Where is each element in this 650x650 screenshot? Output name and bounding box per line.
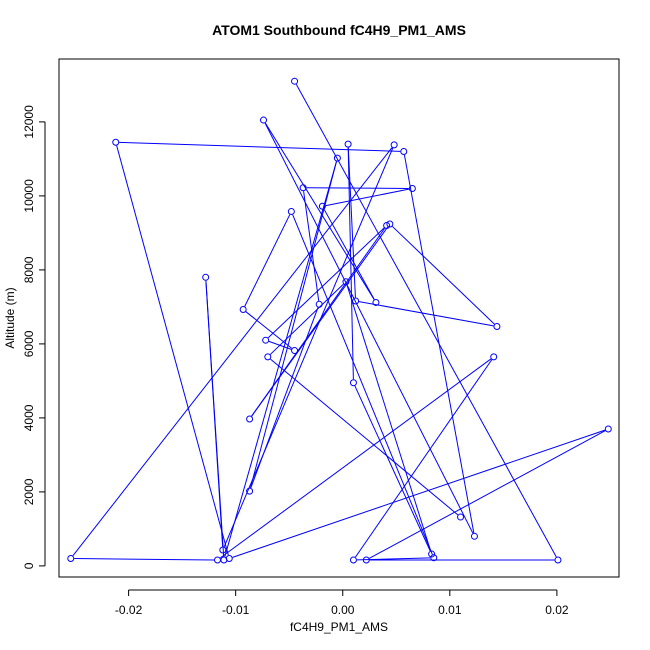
data-point	[408, 185, 416, 192]
data-point	[246, 487, 254, 495]
data-point	[554, 556, 562, 564]
data-point	[67, 555, 75, 562]
series-segment	[251, 226, 389, 417]
data-point	[112, 138, 120, 146]
series-segment	[267, 227, 385, 339]
data-point	[349, 556, 357, 564]
series-segment	[245, 311, 293, 349]
data-point	[299, 184, 307, 192]
data-point	[262, 336, 270, 344]
series-segment	[392, 226, 495, 325]
series-segment	[205, 280, 224, 547]
y-tick-label: 0	[22, 562, 36, 569]
data-point	[490, 353, 498, 361]
y-tick-label: 2000	[22, 478, 36, 505]
series-segment	[355, 359, 493, 558]
data-point	[604, 425, 612, 433]
data-point	[342, 278, 350, 286]
series-segment	[347, 147, 354, 380]
data-point	[287, 207, 295, 215]
series-segment	[244, 214, 291, 307]
data-point	[333, 154, 341, 162]
series-layer	[67, 77, 612, 564]
series-segment	[219, 358, 492, 559]
series-segment	[269, 283, 344, 355]
data-point	[202, 273, 210, 281]
y-axis-label: Altitude (m)	[3, 287, 17, 348]
series-segment	[347, 147, 356, 298]
data-point	[390, 141, 398, 149]
chart-title: ATOM1 Southbound fC4H9_PM1_AMS	[212, 22, 466, 38]
series-segment	[358, 301, 494, 327]
data-point	[219, 546, 227, 554]
data-point	[493, 323, 501, 331]
data-point	[362, 556, 370, 564]
series-segment	[264, 122, 474, 534]
data-point	[291, 347, 299, 355]
x-axis-label: fC4H9_PM1_AMS	[290, 620, 388, 634]
plot-box	[58, 58, 620, 578]
x-axis: -0.02 -0.01 0.00 0.01 0.02	[115, 589, 569, 617]
series-segment	[354, 385, 431, 552]
series-segment	[250, 161, 337, 488]
data-point	[291, 77, 299, 85]
data-point	[372, 298, 380, 306]
series-segment	[306, 187, 409, 189]
series-segment	[369, 430, 606, 559]
x-tick-label: -0.01	[222, 603, 250, 617]
x-tick-label: 0.00	[331, 603, 355, 617]
data-point	[260, 116, 268, 124]
series-segment	[74, 558, 214, 561]
series-segment	[295, 84, 557, 558]
series-segment	[72, 147, 393, 557]
data-point	[315, 300, 323, 308]
series-segment	[303, 191, 320, 301]
data-point	[457, 513, 465, 521]
y-tick-label: 8000	[22, 256, 36, 283]
x-tick-label: -0.02	[115, 603, 143, 617]
data-point	[264, 353, 272, 361]
data-point	[318, 202, 326, 210]
series-segment	[325, 188, 410, 207]
data-point	[386, 220, 394, 228]
y-tick-label: 10000	[22, 179, 36, 213]
data-point	[246, 415, 254, 423]
y-tick-label: 12000	[22, 105, 36, 139]
data-point	[400, 148, 408, 155]
series-segment	[346, 284, 432, 551]
series-segment	[223, 147, 394, 547]
series-segment	[224, 161, 337, 557]
y-tick-label: 4000	[22, 404, 36, 431]
data-point	[428, 550, 436, 558]
y-axis: 0 2000 4000 6000 8000 10000 12000	[22, 105, 46, 569]
data-point	[349, 379, 357, 387]
x-tick-label: 0.02	[545, 603, 569, 617]
data-point	[430, 554, 438, 562]
series-segment	[270, 358, 459, 516]
data-point	[470, 532, 478, 540]
series-segment	[264, 122, 375, 300]
y-tick-label: 6000	[22, 330, 36, 357]
series-segment	[119, 141, 401, 152]
data-point	[239, 305, 247, 313]
series-segment	[403, 154, 475, 533]
data-point	[352, 297, 360, 305]
data-point	[383, 222, 391, 229]
data-point	[213, 556, 221, 564]
data-point	[220, 556, 228, 564]
data-point	[344, 140, 352, 148]
series-segment	[116, 145, 229, 556]
series-segment	[232, 429, 606, 558]
series-segment	[292, 214, 433, 555]
x-tick-label: 0.01	[438, 603, 462, 617]
